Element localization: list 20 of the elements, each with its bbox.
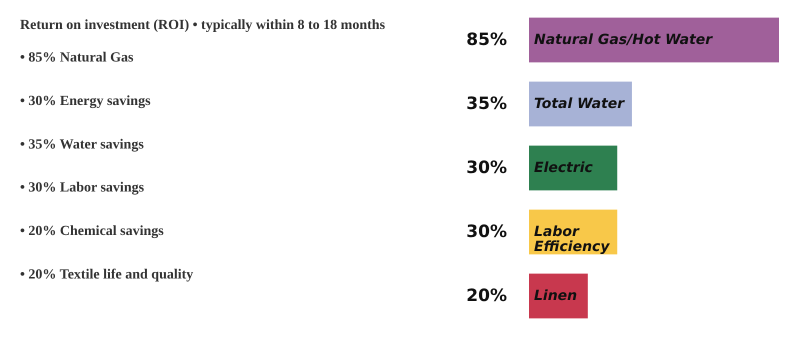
data-label: 30% (466, 222, 507, 242)
bar (529, 274, 588, 318)
text: • 30% Labor savings (20, 180, 145, 196)
y-tick-label: Labor Efficiency (534, 224, 610, 255)
data-label: 35% (466, 94, 507, 114)
bar (529, 18, 779, 62)
text: • 30% Energy savings (20, 94, 152, 109)
y-tick-label: Total Water (534, 96, 626, 112)
y-tick-label: Electric (534, 160, 594, 176)
data-label: 30% (466, 158, 507, 178)
text: • 35% Water savings (20, 137, 144, 152)
text: Return on investment (ROI) • typically within 8 to 18 months (20, 18, 386, 33)
y-tick-label: Natural Gas/Hot Water (534, 32, 714, 48)
text: • 20% Textile life and quality (20, 267, 194, 282)
text: • 85% Natural Gas (20, 50, 134, 66)
bar (529, 146, 618, 190)
text: • 20% Chemical savings (20, 224, 164, 239)
data-label: 20% (466, 286, 507, 306)
data-label: 85% (466, 30, 507, 50)
y-tick-label: Linen (534, 288, 578, 304)
